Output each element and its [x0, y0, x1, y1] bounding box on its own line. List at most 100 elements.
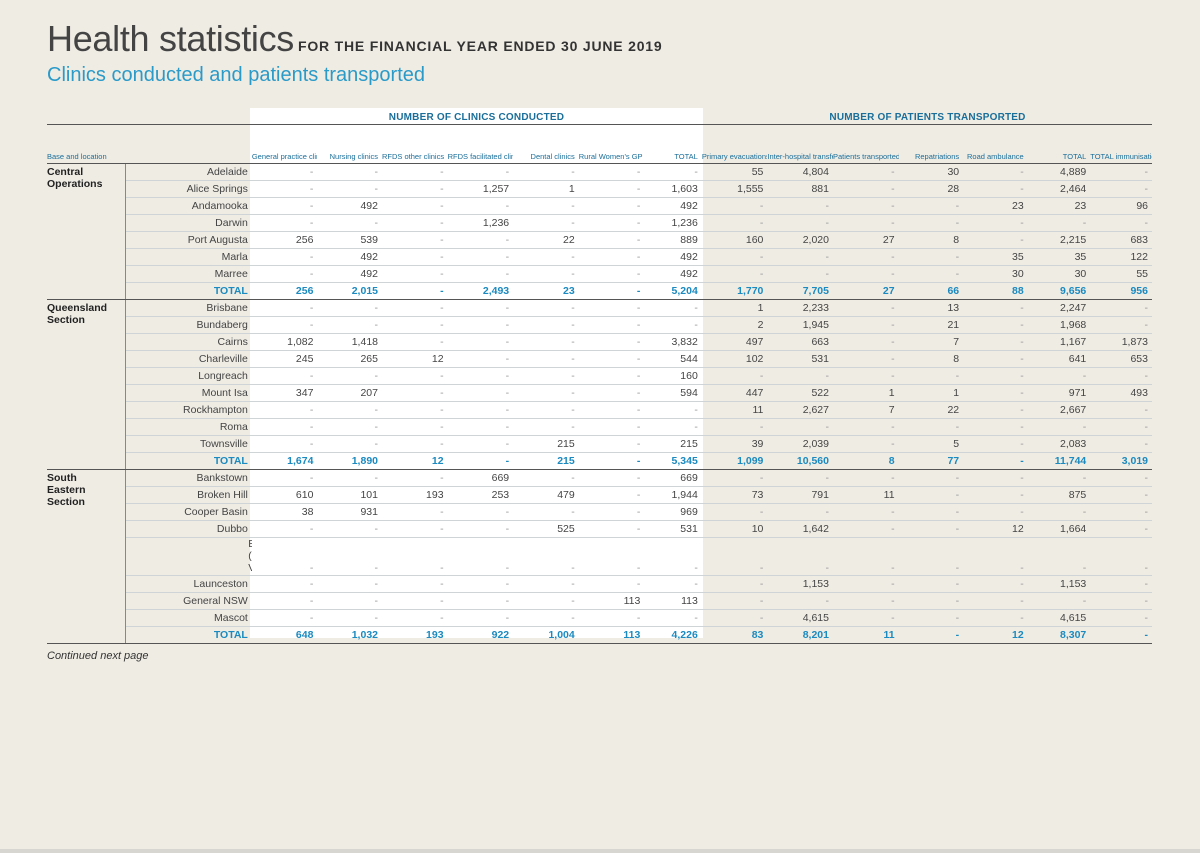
table-cell: - [963, 537, 1028, 576]
table-row: Townsville - - - -215-215 39 2,039-5-2,083- [47, 435, 1152, 453]
col-header-rural-women: Rural Women's GP Program [578, 126, 645, 164]
location-name: Mascot [125, 609, 252, 627]
table-cell: - [898, 592, 964, 610]
table-cell: - [898, 537, 964, 576]
table-cell: - [832, 316, 899, 334]
table-cell: - [963, 367, 1028, 385]
table-cell: 215 [644, 435, 702, 453]
table-cell: 27 [832, 282, 899, 300]
table-cell: - [1090, 316, 1152, 334]
location-name: Darwin [125, 214, 252, 232]
table-row: Alice Springs - - -1,257 1-1,603 1,555 881-28-… [47, 180, 1152, 198]
table-cell: - [578, 452, 645, 470]
table-cell: 3,832 [644, 333, 702, 351]
table-cell: 253 [447, 486, 514, 504]
table-cell: - [447, 333, 514, 351]
table-cell: - [767, 469, 833, 487]
table-cell: - [382, 418, 448, 436]
table-cell: - [832, 299, 899, 317]
table-cell: - [1090, 592, 1152, 610]
patients-group-heading: NUMBER OF PATIENTS TRANSPORTED [829, 112, 1026, 123]
table-cell: - [578, 486, 645, 504]
table-cell: - [701, 248, 768, 266]
table-cell: 2,667 [1027, 401, 1091, 419]
table-cell: - [382, 469, 448, 487]
table-cell: - [644, 609, 702, 627]
table-cell: 875 [1027, 486, 1091, 504]
table-cell: 1,890 [317, 452, 382, 470]
table-cell: - [578, 609, 645, 627]
table-cell: - [382, 367, 448, 385]
table-cell: - [1027, 469, 1091, 487]
table-cell: - [513, 592, 579, 610]
table-cell: 2 [701, 316, 768, 334]
table-cell: 594 [644, 384, 702, 402]
table-cell: - [382, 265, 448, 283]
table-row: Central Operations Adelaide - - - - - - -55 4,804… [47, 163, 1152, 300]
table-cell: - [578, 248, 645, 266]
table-cell: - [382, 214, 448, 232]
table-cell: 8,201 [767, 626, 833, 644]
table-cell: 1,099 [701, 452, 768, 470]
table-cell: - [963, 231, 1028, 249]
table-cell: 215 [513, 435, 579, 453]
table-cell: 956 [1090, 282, 1152, 300]
table-cell: 9,656 [1027, 282, 1091, 300]
col-header-rfds-facilitated: RFDS facilitated clinics [447, 126, 514, 164]
table-cell: - [382, 333, 448, 351]
table-cell: 493 [1090, 384, 1152, 402]
table-cell: - [382, 282, 448, 300]
table-cell: - [578, 163, 645, 181]
table-row: South Eastern Section Bankstown - - -669- -66… [47, 469, 1152, 644]
table-cell: 12 [382, 452, 448, 470]
table-cell: - [578, 316, 645, 334]
table-cell: - [578, 520, 645, 538]
table-cell: - [317, 469, 382, 487]
section-title: Clinics conducted and patients transport… [47, 64, 426, 86]
table-cell: 113 [578, 626, 645, 644]
table-cell: 193 [382, 626, 448, 644]
table-cell: 492 [317, 248, 382, 266]
table-cell: - [251, 537, 318, 576]
table-cell: 1,082 [251, 333, 318, 351]
table-cell: - [1090, 435, 1152, 453]
table-cell: 1 [832, 384, 899, 402]
table-cell: - [767, 214, 833, 232]
table-cell: - [701, 575, 768, 593]
table-cell: - [1090, 299, 1152, 317]
table-cell: - [1090, 180, 1152, 198]
table-cell: 2,233 [767, 299, 833, 317]
table-cell: 4,226 [644, 626, 702, 644]
col-header-from-clinic: Patients transported from a clinic [832, 126, 899, 164]
table-row: Andamooka -492- - - -492- - - -23 23 96 [47, 197, 1152, 215]
table-cell: - [644, 316, 702, 334]
table-cell: - [963, 214, 1028, 232]
table-cell: - [251, 197, 318, 215]
table-cell: 11 [832, 486, 899, 504]
table-cell: 1,257 [447, 180, 514, 198]
table-cell: 23 [513, 282, 579, 300]
table-cell: - [513, 418, 579, 436]
table-cell: - [251, 418, 318, 436]
table-cell: - [963, 575, 1028, 593]
table-cell: - [832, 163, 899, 181]
location-name: Bundaberg [125, 316, 252, 334]
table-cell: - [963, 163, 1028, 181]
table-cell: - [382, 592, 448, 610]
col-header-dental: Dental clinics [513, 126, 579, 164]
table-cell: 2,493 [447, 282, 514, 300]
col-header-patients-total: TOTAL [1027, 126, 1091, 164]
table-cell: 931 [317, 503, 382, 521]
table-cell: - [767, 367, 833, 385]
table-cell: - [963, 452, 1028, 470]
table-cell: 5 [898, 435, 964, 453]
table-cell: - [898, 575, 964, 593]
table-cell: 531 [767, 350, 833, 368]
table-cell: - [1027, 537, 1091, 576]
table-cell: - [578, 214, 645, 232]
location-name: Adelaide [125, 163, 252, 181]
table-cell: 8 [832, 452, 899, 470]
table-cell: 669 [644, 469, 702, 487]
table-cell: 2,247 [1027, 299, 1091, 317]
table-cell: - [963, 435, 1028, 453]
